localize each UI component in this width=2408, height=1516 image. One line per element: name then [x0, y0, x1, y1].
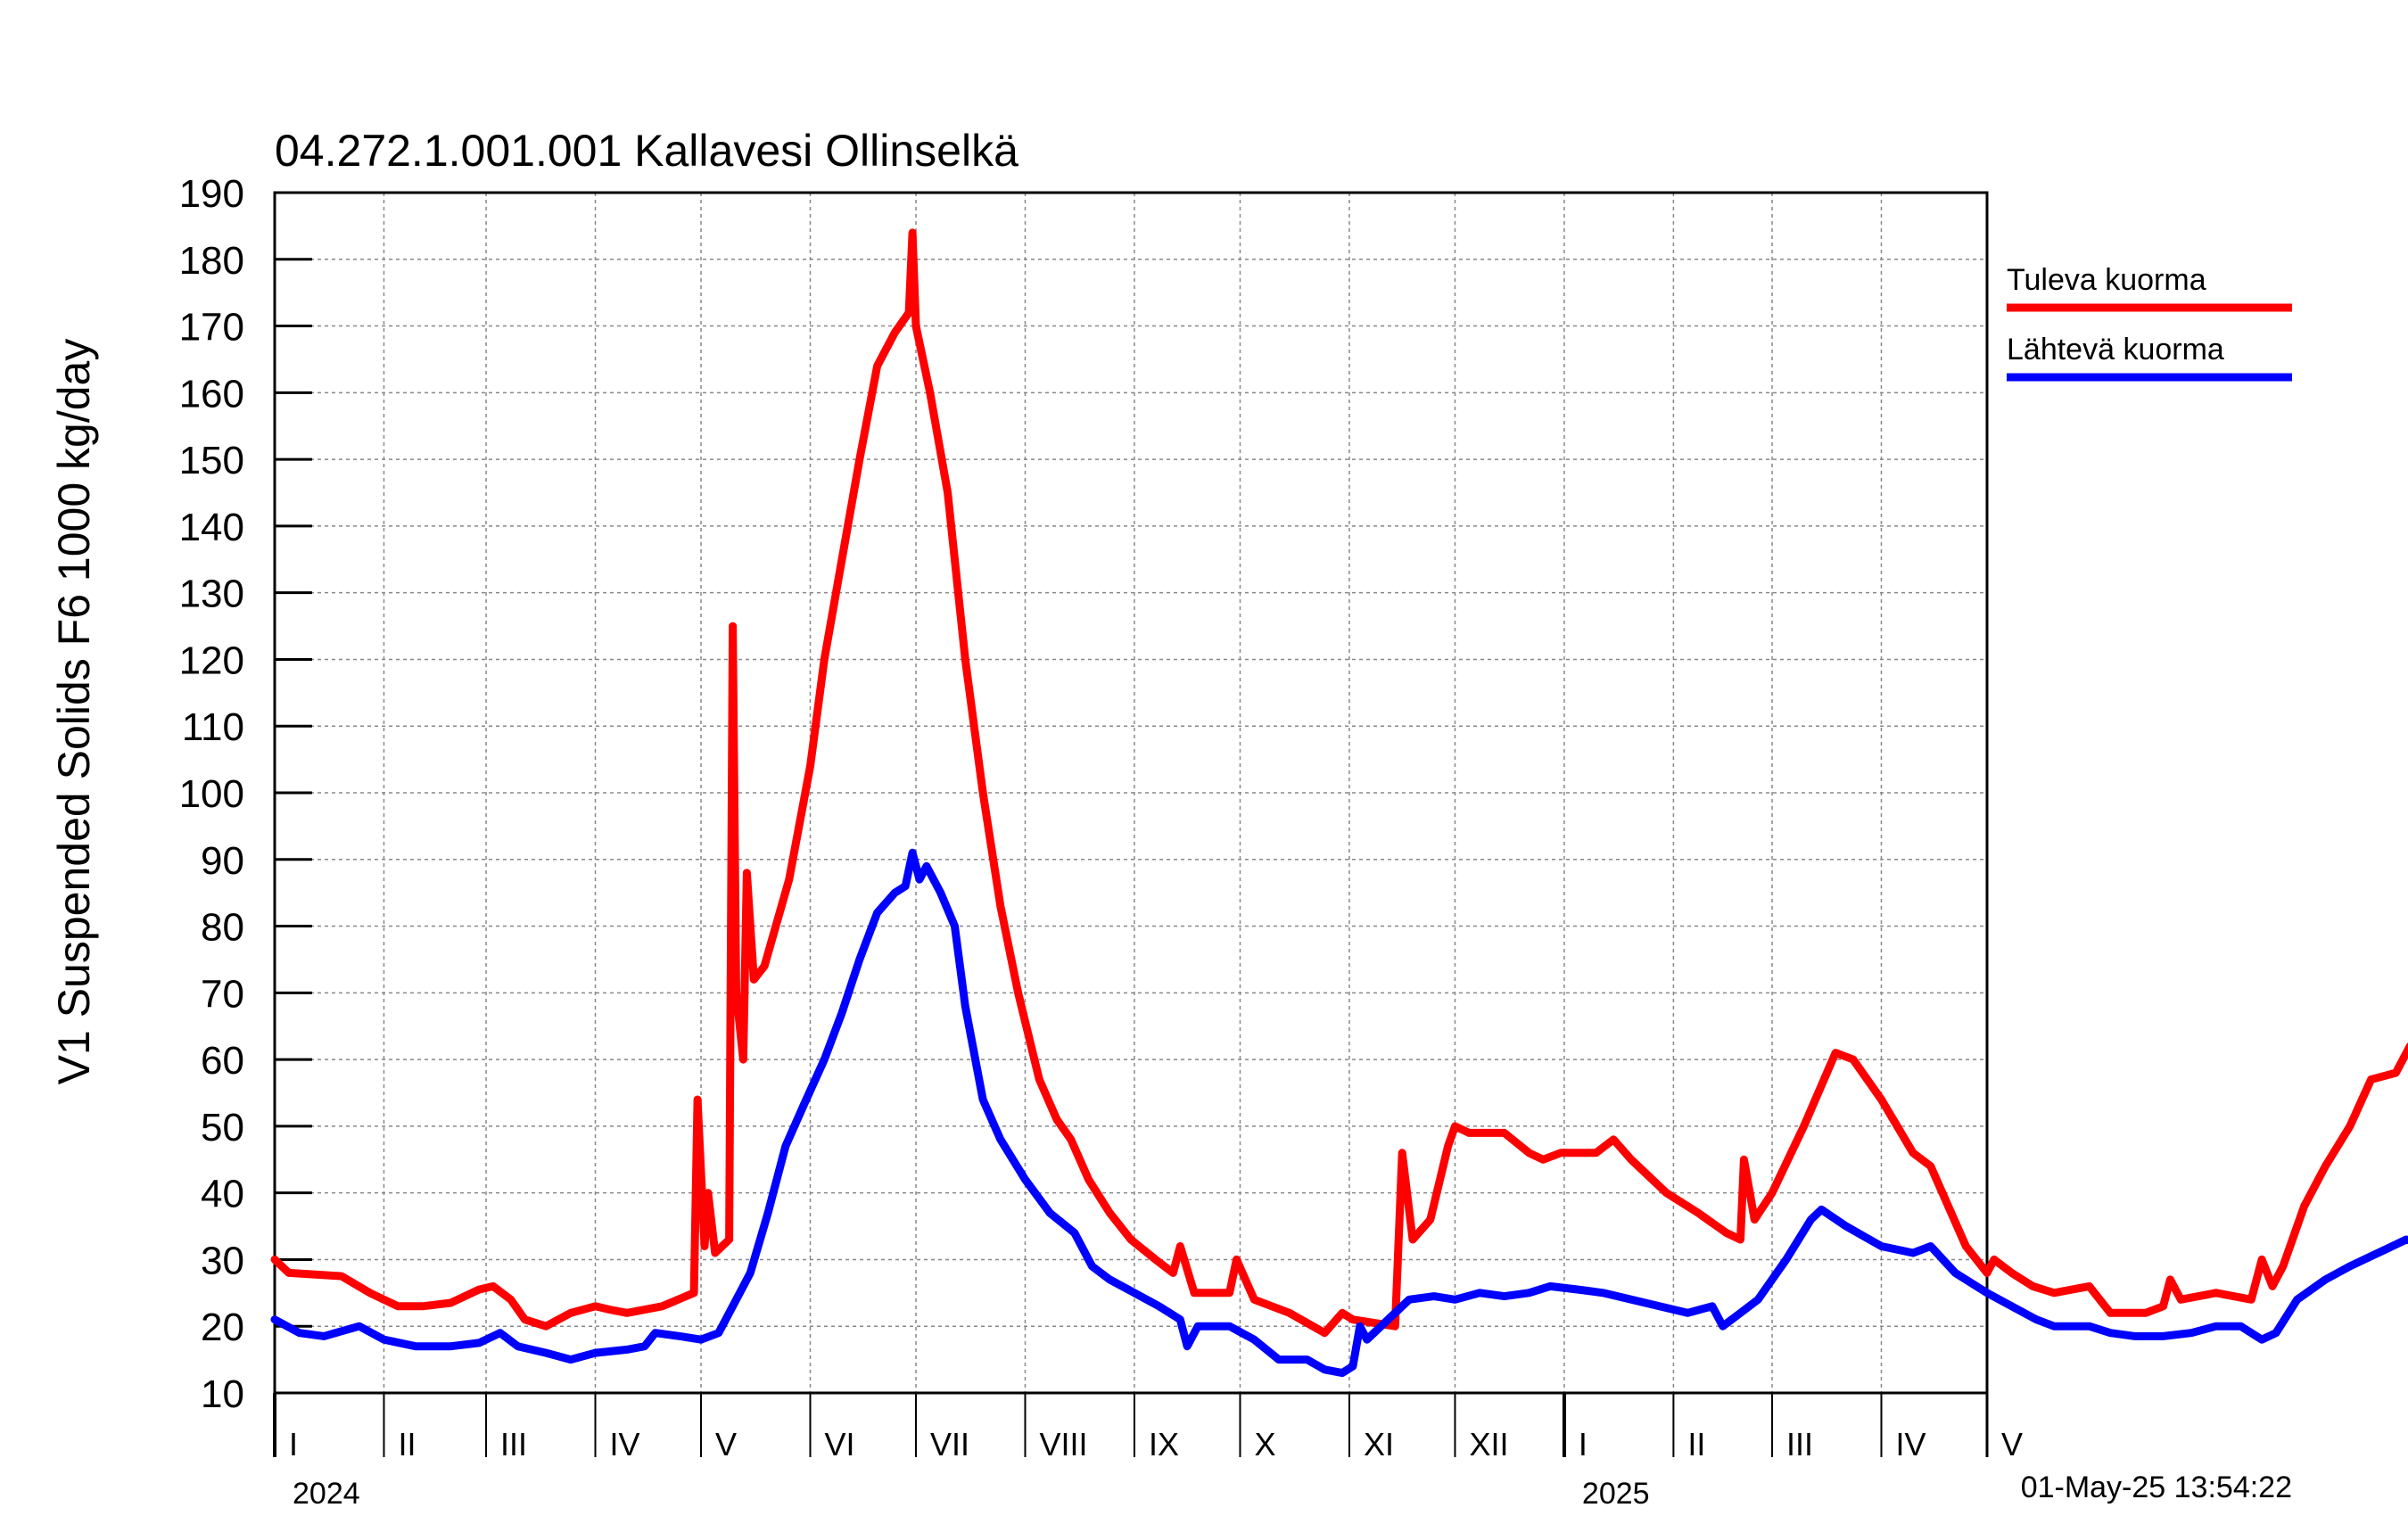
legend: Tuleva kuorma Lähtevä kuorma: [2007, 263, 2292, 382]
y-tick-label: 20: [201, 1306, 244, 1349]
y-tick-label: 110: [182, 705, 244, 749]
y-tick-label: 140: [179, 506, 244, 549]
x-tick-label: II: [1687, 1426, 1705, 1462]
y-axis-label: V1 Suspended Solids F6 1000 kg/day: [49, 339, 99, 1085]
x-tick-label: I: [1579, 1426, 1587, 1462]
x-tick-label: VIII: [1039, 1426, 1087, 1462]
x-tick-label: I: [289, 1426, 298, 1462]
series-line-lahteva-kuorma: [270, 848, 2408, 1378]
legend-label: Lähtevä kuorma: [2007, 333, 2224, 367]
series-layer: [270, 228, 2408, 1378]
y-tick-label: 40: [201, 1173, 244, 1216]
y-tick-label: 10: [201, 1372, 244, 1416]
y-tick-label: 150: [179, 439, 244, 482]
year-label: 2025: [1582, 1477, 1650, 1511]
x-tick-label: IV: [1895, 1426, 1926, 1462]
y-tick-label: 90: [201, 839, 244, 883]
timestamp: 01-May-25 13:54:22: [2021, 1471, 2292, 1504]
x-tick-label: V: [715, 1426, 737, 1462]
series-line-tuleva-kuorma: [270, 228, 2408, 1338]
x-tick-label: II: [398, 1426, 416, 1462]
y-tick-label: 180: [179, 239, 244, 283]
x-tick-label: X: [1254, 1426, 1275, 1462]
x-tick-label: V: [2001, 1426, 2023, 1462]
x-tick-label: VI: [824, 1426, 854, 1462]
x-tick-label: IX: [1149, 1426, 1179, 1462]
y-tick-label: 30: [201, 1239, 244, 1282]
y-tick-label: 160: [179, 372, 244, 416]
grid: [275, 193, 1988, 1393]
x-tick-label: IV: [610, 1426, 640, 1462]
y-tick-label: 70: [201, 972, 244, 1016]
y-tick-label: 190: [179, 172, 244, 216]
y-axis: 10 20 30 40 50 60 70 80 90 100 110 120 130 140 150 160 1…: [179, 172, 312, 1416]
y-tick-label: 120: [179, 639, 244, 682]
legend-label: Tuleva kuorma: [2007, 263, 2206, 297]
y-tick-label: 100: [179, 772, 244, 816]
x-tick-label: XII: [1469, 1426, 1508, 1462]
y-tick-label: 60: [201, 1039, 244, 1083]
y-tick-label: 50: [201, 1106, 244, 1149]
y-tick-label: 170: [179, 306, 244, 350]
year-label: 2024: [293, 1477, 360, 1511]
x-tick-label: XI: [1364, 1426, 1394, 1462]
x-tick-label: VII: [930, 1426, 969, 1462]
y-tick-label: 130: [179, 573, 244, 616]
x-tick-label: III: [1786, 1426, 1813, 1462]
y-tick-label: 80: [201, 906, 244, 950]
x-tick-label: III: [500, 1426, 527, 1462]
chart-title: 04.272.1.001.001 Kallavesi Ollinselkä: [275, 126, 1018, 176]
